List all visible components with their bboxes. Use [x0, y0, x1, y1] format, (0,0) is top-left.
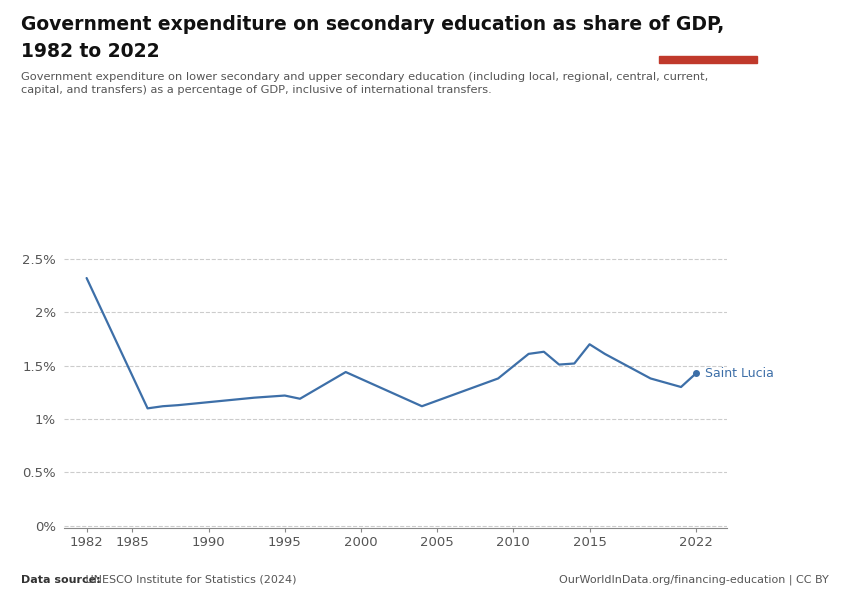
- Text: OurWorldInData.org/financing-education | CC BY: OurWorldInData.org/financing-education |…: [559, 575, 829, 585]
- Text: in Data: in Data: [686, 40, 728, 49]
- Text: 1982 to 2022: 1982 to 2022: [21, 42, 160, 61]
- Bar: [659, 56, 756, 63]
- Text: Government expenditure on secondary education as share of GDP,: Government expenditure on secondary educ…: [21, 15, 724, 34]
- Text: Our World: Our World: [677, 23, 737, 32]
- Text: Data source:: Data source:: [21, 575, 101, 585]
- Text: Saint Lucia: Saint Lucia: [706, 367, 774, 380]
- Text: UNESCO Institute for Statistics (2024): UNESCO Institute for Statistics (2024): [82, 575, 297, 585]
- Text: Government expenditure on lower secondary and upper secondary education (includi: Government expenditure on lower secondar…: [21, 72, 709, 95]
